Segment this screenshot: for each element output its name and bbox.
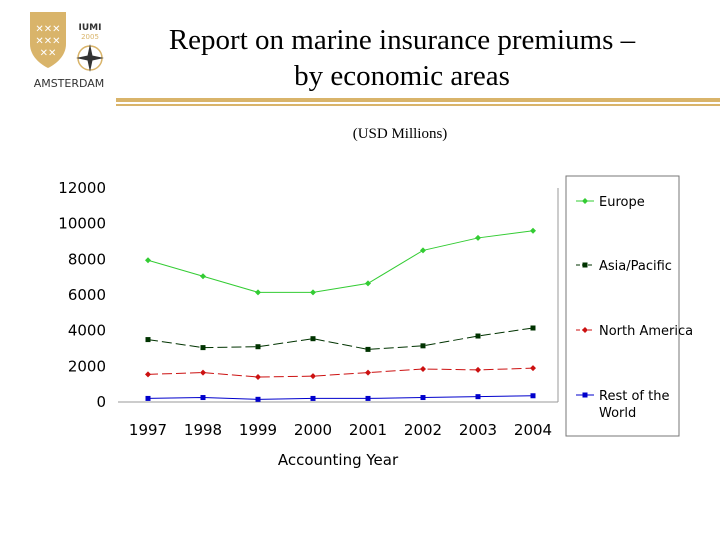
x-tick-label: 1999 — [239, 421, 277, 439]
y-tick-label: 10000 — [58, 215, 106, 233]
series-2-point — [200, 345, 206, 351]
series-1-point — [145, 257, 151, 264]
legend-swatch-marker — [582, 198, 588, 204]
iumi-logo: ✕✕✕ ✕✕✕ ✕✕ IUMI 2005 AMSTERDAM — [30, 12, 105, 90]
series-1-point — [255, 289, 261, 296]
logo-text-amsterdam: AMSTERDAM — [34, 77, 105, 90]
slide-title-line2: by economic areas — [294, 60, 510, 92]
series-2-point — [530, 325, 536, 331]
y-tick-label: 6000 — [68, 286, 106, 304]
x-tick-label: 1998 — [184, 421, 222, 439]
series-2-point — [255, 344, 261, 350]
y-tick-label: 0 — [96, 393, 106, 411]
x-tick-label: 2000 — [294, 421, 332, 439]
series-3-point — [475, 366, 481, 373]
series-1-point — [365, 280, 371, 287]
logo-text-year: 2005 — [81, 33, 99, 41]
series-4-point — [255, 396, 261, 402]
series-2-point — [310, 336, 316, 342]
series-line-3 — [147, 367, 534, 378]
logo-shield-icon — [30, 12, 66, 68]
x-axis-label: Accounting Year — [278, 451, 399, 469]
series-line-4 — [147, 395, 534, 400]
legend-swatch-marker — [582, 262, 588, 268]
legend-label: North America — [599, 324, 693, 339]
y-tick-label: 8000 — [68, 250, 106, 268]
series-3-point — [365, 369, 371, 376]
series-3-point — [420, 366, 426, 373]
series-1-point — [420, 247, 426, 254]
series-line-2 — [147, 327, 534, 350]
logo-cross-icons: ✕✕✕ ✕✕✕ ✕✕ — [35, 24, 60, 59]
series-4-point — [365, 395, 371, 401]
series-1-point — [530, 227, 536, 234]
series-4-point — [420, 395, 426, 401]
legend-label: Rest of the World — [599, 389, 669, 421]
series-3-point — [255, 374, 261, 381]
y-tick-label: 4000 — [68, 322, 106, 340]
x-tick-label: 1997 — [129, 421, 167, 439]
legend-label: Europe — [599, 195, 645, 210]
title-divider-thin — [116, 104, 720, 106]
series-3-point — [530, 365, 536, 372]
series-3-point — [310, 373, 316, 380]
logo-text-iumi: IUMI — [79, 23, 102, 33]
svg-text:✕✕: ✕✕ — [40, 48, 57, 59]
series-2-point — [475, 333, 481, 339]
series-3-point — [200, 369, 206, 376]
legend-label: Asia/Pacific — [599, 259, 672, 274]
x-tick-label: 2004 — [514, 421, 552, 439]
legend-swatch-marker — [582, 327, 588, 333]
legend-swatch-marker — [582, 392, 588, 398]
series-1-point — [475, 234, 481, 241]
series-2-point — [145, 337, 151, 343]
title-divider — [116, 98, 720, 102]
x-tick-label: 2001 — [349, 421, 387, 439]
slide-title-line1: Report on marine insurance premiums – — [168, 24, 636, 56]
series-line-1 — [147, 230, 534, 293]
series-4-point — [200, 395, 206, 401]
series-1-point — [310, 289, 316, 296]
series-2-point — [365, 346, 371, 352]
series-2-point — [420, 343, 426, 349]
y-tick-label: 12000 — [58, 179, 106, 197]
x-tick-label: 2002 — [404, 421, 442, 439]
series-1-point — [200, 273, 206, 280]
y-tick-label: 2000 — [68, 357, 106, 375]
svg-text:✕✕✕: ✕✕✕ — [35, 24, 60, 35]
series-4-point — [145, 395, 151, 401]
svg-text:✕✕✕: ✕✕✕ — [35, 36, 60, 47]
x-tick-label: 2003 — [459, 421, 497, 439]
series-4-point — [475, 394, 481, 400]
series-4-point — [310, 395, 316, 401]
series-3-point — [145, 371, 151, 378]
chart-units-label: (USD Millions) — [352, 126, 448, 142]
series-4-point — [530, 393, 536, 399]
compass-rose-icon — [76, 44, 104, 72]
slide-title: Report on marine insurance premiums – by… — [120, 22, 684, 94]
